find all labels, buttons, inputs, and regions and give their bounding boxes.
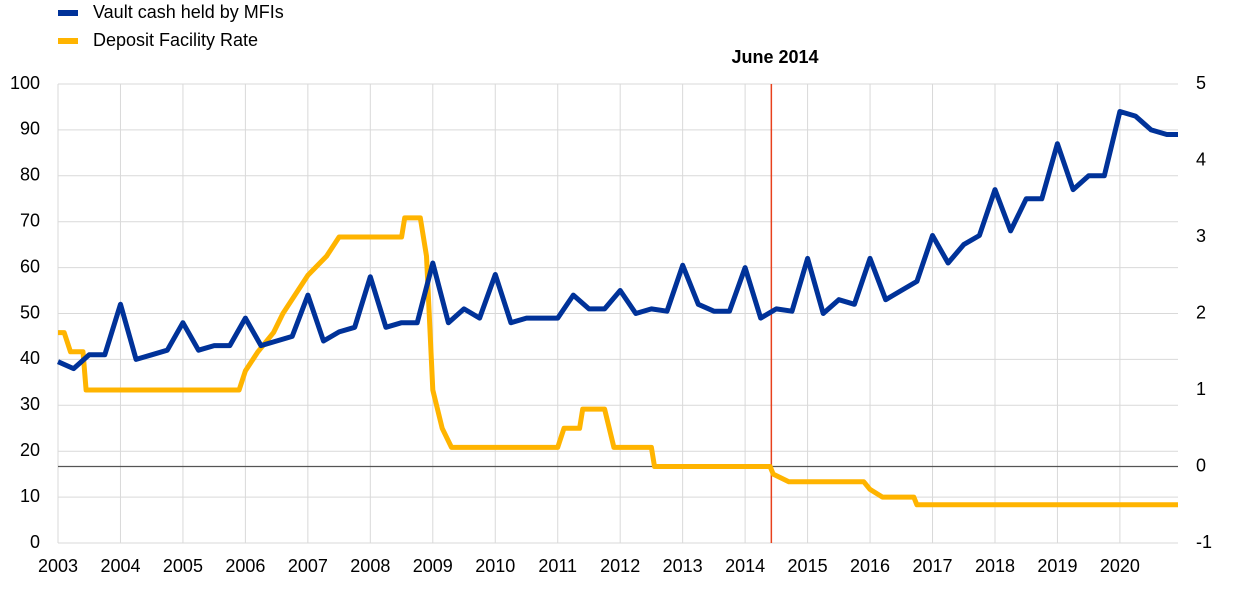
x-tick-label: 2016: [850, 556, 890, 576]
x-tick-label: 2014: [725, 556, 765, 576]
y-tick-label: 50: [20, 302, 40, 322]
x-tick-label: 2010: [475, 556, 515, 576]
y2-tick-label: 4: [1196, 149, 1206, 169]
y-tick-label: 0: [30, 532, 40, 552]
legend-label: Deposit Facility Rate: [93, 30, 258, 50]
y-tick-label: 70: [20, 210, 40, 230]
x-tick-label: 2006: [225, 556, 265, 576]
y-tick-label: 10: [20, 486, 40, 506]
x-tick-label: 2003: [38, 556, 78, 576]
y2-tick-label: 2: [1196, 302, 1206, 322]
x-tick-label: 2019: [1037, 556, 1077, 576]
x-tick-label: 2017: [912, 556, 952, 576]
x-tick-label: 2007: [288, 556, 328, 576]
x-tick-label: 2005: [163, 556, 203, 576]
x-tick-label: 2015: [788, 556, 828, 576]
y-tick-label: 20: [20, 440, 40, 460]
x-tick-label: 2012: [600, 556, 640, 576]
x-tick-label: 2004: [100, 556, 140, 576]
x-tick-label: 2020: [1100, 556, 1140, 576]
y-tick-label: 60: [20, 256, 40, 276]
y2-tick-label: 5: [1196, 73, 1206, 93]
series-line: [58, 215, 1178, 508]
y-tick-label: 30: [20, 394, 40, 414]
x-tick-label: 2018: [975, 556, 1015, 576]
x-tick-label: 2011: [538, 556, 577, 576]
x-tick-label: 2009: [413, 556, 453, 576]
y2-tick-label: -1: [1196, 532, 1212, 552]
y2-tick-label: 1: [1196, 379, 1206, 399]
y-tick-label: 80: [20, 165, 40, 185]
y-tick-label: 100: [10, 73, 40, 93]
y2-tick-label: 3: [1196, 226, 1206, 246]
series-line: [56, 109, 1178, 372]
x-tick-label: 2008: [350, 556, 390, 576]
y2-tick-label: 0: [1196, 455, 1206, 475]
y-tick-label: 90: [20, 119, 40, 139]
annotation-label: June 2014: [731, 47, 818, 67]
legend-label: Vault cash held by MFIs: [93, 2, 284, 22]
x-tick-label: 2013: [663, 556, 703, 576]
y-tick-label: 40: [20, 348, 40, 368]
